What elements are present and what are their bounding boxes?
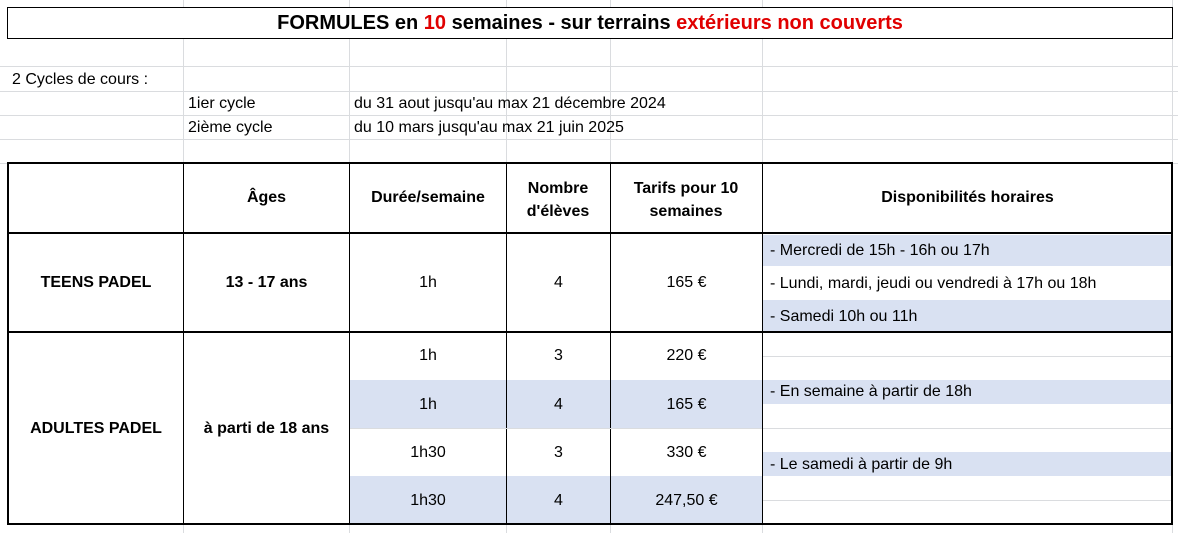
teens-age[interactable]: 13 - 17 ans — [225, 274, 308, 291]
adult-row-4-highlight — [350, 476, 762, 523]
adults-availability-2[interactable]: - Le samedi à partir de 9h — [770, 456, 953, 473]
teens-price[interactable]: 165 € — [666, 274, 707, 291]
teens-availability-highlight-1 — [763, 235, 1172, 266]
adult-row-4-duration[interactable]: 1h30 — [410, 492, 446, 509]
adult-row-2-duration[interactable]: 1h — [419, 396, 437, 413]
teens-name[interactable]: TEENS PADEL — [40, 274, 152, 291]
teens-availability-2[interactable]: - Lundi, mardi, jeudi ou vendredi à 17h … — [770, 275, 1097, 292]
header-availability[interactable]: Disponibilités horaires — [881, 189, 1054, 206]
title-middle: semaines - sur terrains — [446, 12, 677, 34]
adults-age[interactable]: à parti de 18 ans — [203, 420, 330, 437]
title-cell[interactable]: FORMULES en 10 semaines - sur terrains e… — [7, 7, 1173, 39]
adult-row-4-price[interactable]: 247,50 € — [655, 492, 718, 509]
cycle-2-label[interactable]: 2ième cycle — [188, 119, 273, 136]
adult-row-3-students[interactable]: 3 — [554, 444, 563, 461]
teens-availability-3[interactable]: - Samedi 10h ou 11h — [770, 308, 918, 325]
cycle-2-dates[interactable]: du 10 mars jusqu'au max 21 juin 2025 — [354, 119, 624, 136]
header-ages[interactable]: Âges — [246, 189, 287, 206]
header-price[interactable]: Tarifs pour 10 semaines — [633, 180, 739, 220]
title-en: en — [389, 12, 424, 34]
teens-students[interactable]: 4 — [554, 274, 563, 291]
adult-row-2-highlight — [350, 380, 762, 429]
teens-availability-1[interactable]: - Mercredi de 15h - 16h ou 17h — [770, 242, 990, 259]
adult-row-1-duration[interactable]: 1h — [419, 347, 437, 364]
header-students[interactable]: Nombre d'élèves — [526, 180, 590, 220]
teens-duration[interactable]: 1h — [419, 274, 437, 291]
teens-availability-highlight-3 — [763, 300, 1172, 331]
adult-availability-highlight-1 — [763, 380, 1172, 404]
header-duration[interactable]: Durée/semaine — [371, 189, 485, 206]
adult-availability-highlight-2 — [763, 452, 1172, 476]
adult-row-2-price[interactable]: 165 € — [666, 396, 707, 413]
adult-row-4-students[interactable]: 4 — [554, 492, 563, 509]
adult-row-3-price[interactable]: 330 € — [666, 444, 707, 461]
adults-availability-1[interactable]: - En semaine à partir de 18h — [770, 383, 972, 400]
page-title: FORMULES en 10 semaines - sur terrains e… — [8, 12, 1172, 34]
adults-name[interactable]: ADULTES PADEL — [30, 420, 162, 437]
cycle-1-dates[interactable]: du 31 aout jusqu'au max 21 décembre 2024 — [354, 95, 666, 112]
adult-row-1-students[interactable]: 3 — [554, 347, 563, 364]
title-formules: FORMULES — [277, 12, 390, 34]
title-highlight: extérieurs non couverts — [676, 12, 903, 34]
title-number: 10 — [423, 12, 447, 34]
adult-row-2-students[interactable]: 4 — [554, 396, 563, 413]
adult-row-1-price[interactable]: 220 € — [666, 347, 707, 364]
cycle-1-label[interactable]: 1ier cycle — [188, 95, 256, 112]
adult-row-3-duration[interactable]: 1h30 — [410, 444, 446, 461]
cycles-heading[interactable]: 2 Cycles de cours : — [12, 71, 149, 88]
